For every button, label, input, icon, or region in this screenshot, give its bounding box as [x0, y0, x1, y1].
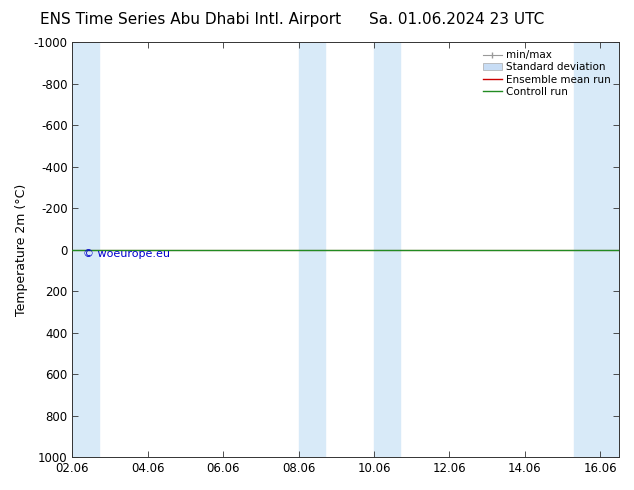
Text: ENS Time Series Abu Dhabi Intl. Airport: ENS Time Series Abu Dhabi Intl. Airport: [40, 12, 340, 27]
Bar: [574, 42, 619, 457]
Bar: [72, 42, 99, 457]
Text: © woeurope.eu: © woeurope.eu: [83, 249, 171, 259]
Y-axis label: Temperature 2m (°C): Temperature 2m (°C): [15, 183, 28, 316]
Text: Sa. 01.06.2024 23 UTC: Sa. 01.06.2024 23 UTC: [369, 12, 544, 27]
Bar: [374, 42, 400, 457]
Legend: min/max, Standard deviation, Ensemble mean run, Controll run: min/max, Standard deviation, Ensemble me…: [480, 47, 614, 100]
Bar: [299, 42, 325, 457]
